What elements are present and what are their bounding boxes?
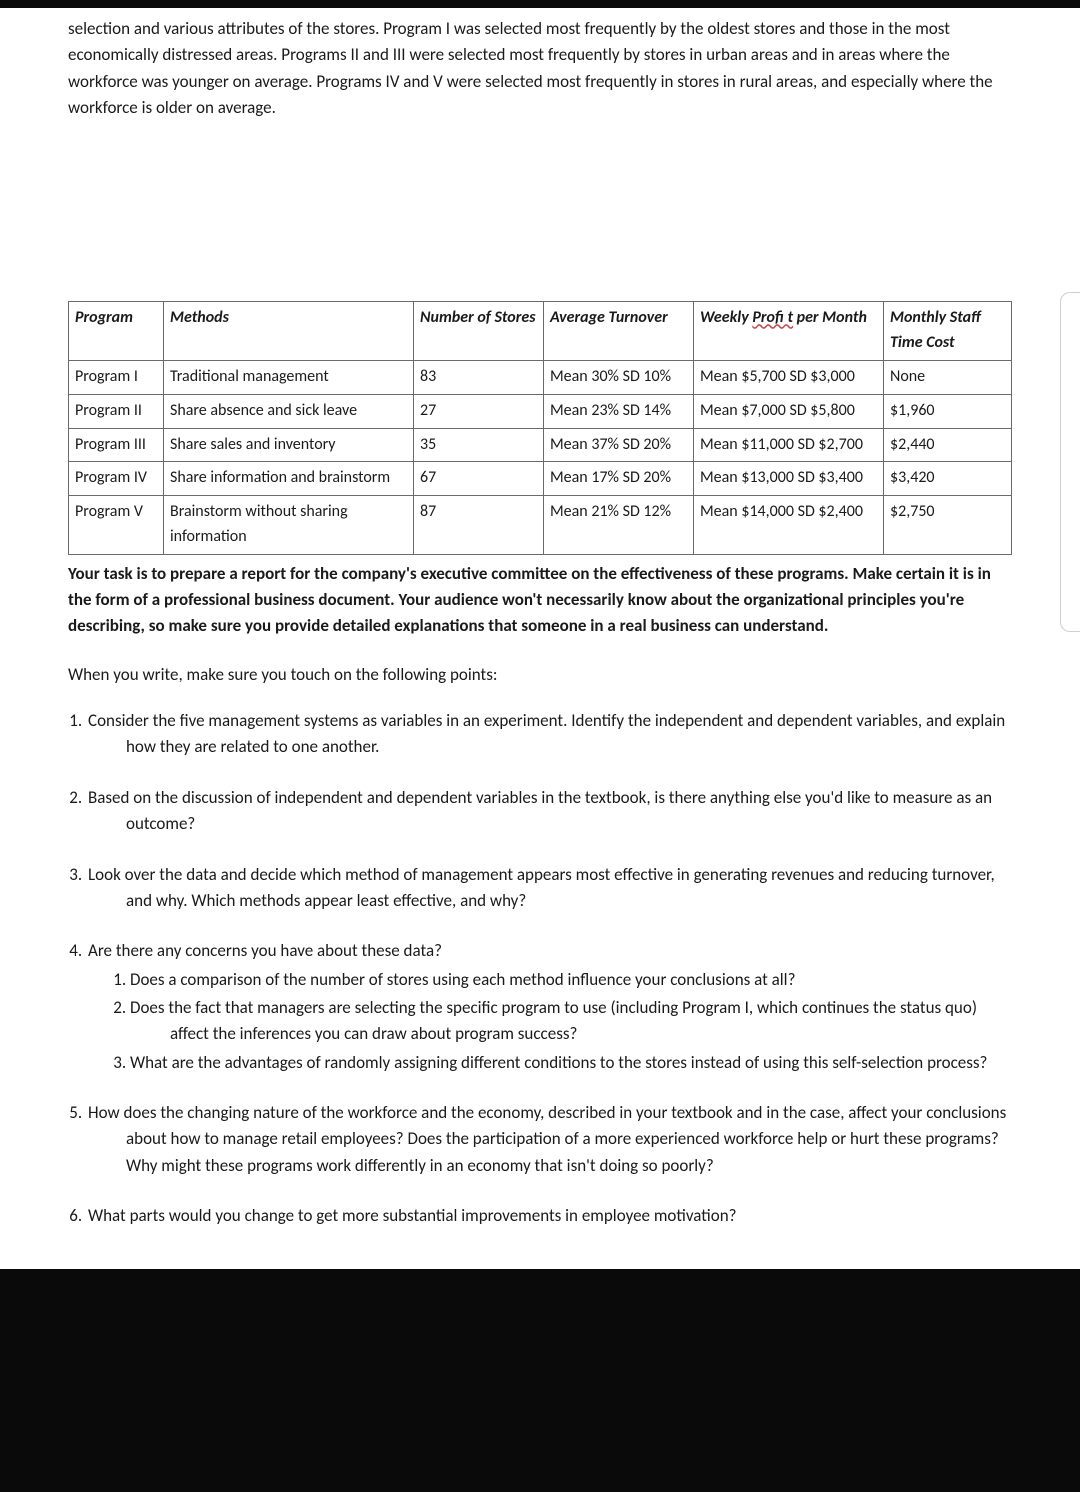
cell-stores: 87 [414, 496, 544, 555]
list-item-1: Consider the five management systems as … [86, 708, 1012, 761]
sub-item-3: What are the advantages of randomly assi… [130, 1050, 1012, 1076]
cell-profit: Mean $5,700 SD $3,000 [694, 360, 884, 394]
cell-cost: $2,440 [884, 428, 1012, 462]
followup-paragraph: When you write, make sure you touch on t… [68, 662, 1012, 688]
cell-profit: Mean $13,000 SD $3,400 [694, 462, 884, 496]
cell-methods: Share sales and inventory [164, 428, 414, 462]
list-item-6-text: What parts would you change to get more … [88, 1205, 737, 1226]
cell-methods: Traditional management [164, 360, 414, 394]
th-turnover: Average Turnover [544, 302, 694, 361]
sub-item-3-text: What are the advantages of randomly assi… [130, 1050, 1012, 1076]
list-item-1-text: Consider the five management systems as … [88, 708, 1012, 761]
sub-item-1: Does a comparison of the number of store… [130, 967, 1012, 993]
cell-cost: $2,750 [884, 496, 1012, 555]
programs-table: Program Methods Number of Stores Average… [68, 301, 1012, 554]
th-stores: Number of Stores [414, 302, 544, 361]
list-item-3: Look over the data and decide which meth… [86, 862, 1012, 915]
list-item-5-text: How does the changing nature of the work… [88, 1100, 1012, 1179]
table-row: Program II Share absence and sick leave … [69, 394, 1012, 428]
table-row: Program V Brainstorm without sharing inf… [69, 496, 1012, 555]
cell-cost: None [884, 360, 1012, 394]
table-row: Program IV Share information and brainst… [69, 462, 1012, 496]
list-item-6: What parts would you change to get more … [86, 1203, 1012, 1229]
intro-paragraph: selection and various attributes of the … [68, 8, 1012, 301]
cell-turnover: Mean 37% SD 20% [544, 428, 694, 462]
right-side-tab[interactable] [1060, 292, 1080, 632]
th-profit-typo: Profi t [752, 308, 793, 327]
cell-program: Program I [69, 360, 164, 394]
cell-program: Program III [69, 428, 164, 462]
sub-numbered-list: Does a comparison of the number of store… [88, 967, 1012, 1076]
cell-profit: Mean $11,000 SD $2,700 [694, 428, 884, 462]
th-profit: Weekly Profi t per Month [694, 302, 884, 361]
list-item-2: Based on the discussion of independent a… [86, 785, 1012, 838]
th-cost: Monthly Staff Time Cost [884, 302, 1012, 361]
cell-profit: Mean $7,000 SD $5,800 [694, 394, 884, 428]
list-item-4-text: Are there any concerns you have about th… [88, 940, 442, 961]
table-row: Program I Traditional management 83 Mean… [69, 360, 1012, 394]
cell-stores: 83 [414, 360, 544, 394]
cell-stores: 27 [414, 394, 544, 428]
cell-turnover: Mean 30% SD 10% [544, 360, 694, 394]
th-methods: Methods [164, 302, 414, 361]
sub-item-2: Does the fact that managers are selectin… [130, 995, 1012, 1048]
sub-item-1-text: Does a comparison of the number of store… [130, 967, 1012, 993]
cell-stores: 35 [414, 428, 544, 462]
cell-program: Program II [69, 394, 164, 428]
main-numbered-list: Consider the five management systems as … [68, 708, 1012, 1229]
cell-program: Program IV [69, 462, 164, 496]
list-item-3-text: Look over the data and decide which meth… [88, 862, 1012, 915]
task-paragraph-bold: Your task is to prepare a report for the… [68, 561, 1012, 640]
th-profit-prefix: Weekly [700, 308, 752, 327]
th-program: Program [69, 302, 164, 361]
cell-cost: $1,960 [884, 394, 1012, 428]
cell-turnover: Mean 17% SD 20% [544, 462, 694, 496]
list-item-2-text: Based on the discussion of independent a… [88, 785, 1012, 838]
cell-profit: Mean $14,000 SD $2,400 [694, 496, 884, 555]
cell-turnover: Mean 21% SD 12% [544, 496, 694, 555]
th-profit-suffix: per Month [793, 308, 867, 327]
cell-methods: Share information and brainstorm [164, 462, 414, 496]
cell-turnover: Mean 23% SD 14% [544, 394, 694, 428]
cell-methods: Brainstorm without sharing information [164, 496, 414, 555]
list-item-4: Are there any concerns you have about th… [86, 938, 1012, 1076]
cell-program: Program V [69, 496, 164, 555]
cell-cost: $3,420 [884, 462, 1012, 496]
list-item-5: How does the changing nature of the work… [86, 1100, 1012, 1179]
cell-methods: Share absence and sick leave [164, 394, 414, 428]
table-row: Program III Share sales and inventory 35… [69, 428, 1012, 462]
cell-stores: 67 [414, 462, 544, 496]
table-header-row: Program Methods Number of Stores Average… [69, 302, 1012, 361]
document-page: selection and various attributes of the … [0, 8, 1080, 1269]
sub-item-2-text: Does the fact that managers are selectin… [130, 995, 1012, 1048]
